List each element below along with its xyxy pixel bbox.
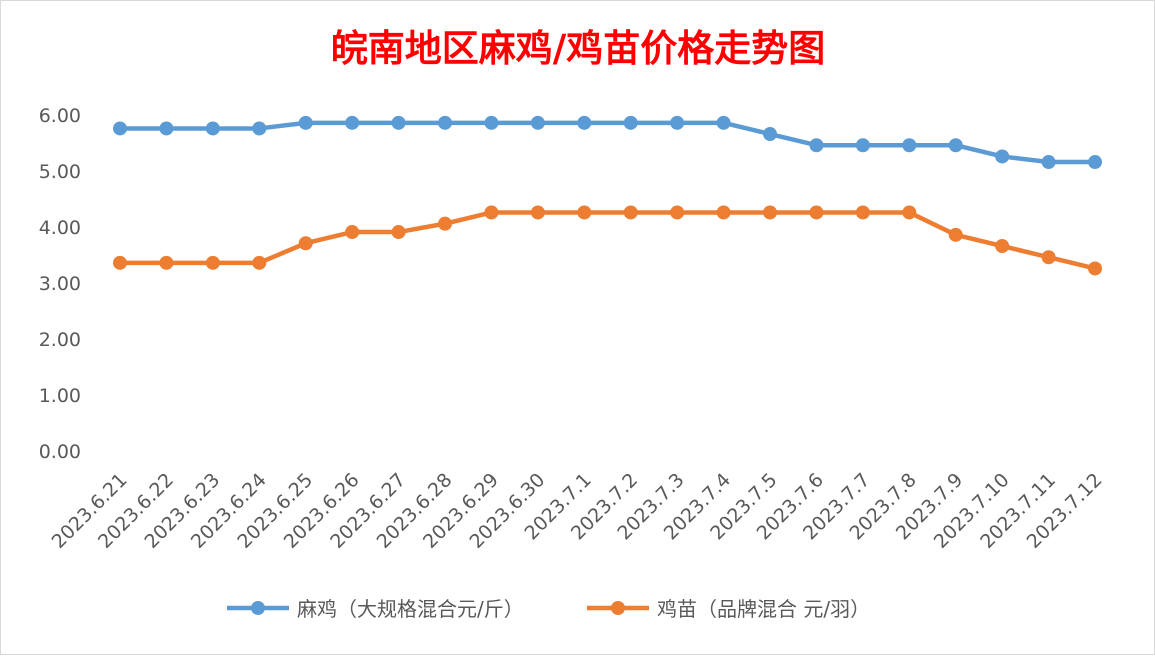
- data-point: [391, 225, 406, 240]
- data-point: [577, 205, 592, 220]
- series-line: [117, 120, 1098, 165]
- data-point: [1041, 250, 1056, 265]
- data-point: [948, 138, 963, 153]
- data-point: [345, 225, 360, 240]
- data-point: [1088, 261, 1103, 276]
- data-point: [1041, 155, 1056, 170]
- data-point: [623, 115, 638, 130]
- data-point: [345, 115, 360, 130]
- data-point: [763, 127, 778, 142]
- data-point: [716, 205, 731, 220]
- y-tick-label: 0.00: [39, 441, 81, 463]
- data-point: [159, 255, 174, 270]
- data-point: [623, 205, 638, 220]
- y-tick-label: 3.00: [39, 273, 81, 295]
- data-point: [205, 121, 220, 136]
- data-point: [902, 138, 917, 153]
- data-point: [855, 138, 870, 153]
- data-point: [995, 149, 1010, 164]
- data-point: [113, 121, 127, 136]
- y-tick-label: 2.00: [39, 329, 81, 351]
- legend-marker: [611, 601, 625, 615]
- data-point: [809, 138, 824, 153]
- data-point: [484, 205, 499, 220]
- data-point: [855, 205, 870, 220]
- data-point: [995, 239, 1010, 254]
- data-point: [530, 205, 545, 220]
- data-point: [298, 236, 313, 251]
- data-point: [298, 115, 313, 130]
- y-tick-label: 6.00: [39, 105, 81, 127]
- x-axis: 2023.6.212023.6.222023.6.232023.6.242023…: [48, 469, 1107, 553]
- data-point: [530, 115, 545, 130]
- legend: 麻鸡（大规格混合元/斤） 鸡苗（品牌混合 元/羽）: [227, 597, 870, 621]
- y-axis: 0.00 1.00 2.00 3.00 4.00 5.00 6.00: [39, 105, 81, 463]
- data-point: [809, 205, 824, 220]
- data-point: [716, 115, 731, 130]
- data-point: [252, 255, 267, 270]
- legend-label: 麻鸡（大规格混合元/斤）: [297, 597, 524, 621]
- y-tick-label: 4.00: [39, 217, 81, 239]
- y-tick-label: 1.00: [39, 385, 81, 407]
- data-point: [391, 115, 406, 130]
- data-point: [159, 121, 174, 136]
- data-point: [670, 205, 685, 220]
- series-line: [117, 210, 1098, 271]
- data-point: [670, 115, 685, 130]
- series-group: [113, 115, 1103, 276]
- legend-label: 鸡苗（品牌混合 元/羽）: [657, 597, 870, 621]
- data-point: [252, 121, 267, 136]
- y-tick-label: 5.00: [39, 161, 81, 183]
- legend-marker: [251, 601, 265, 615]
- data-point: [902, 205, 917, 220]
- data-point: [484, 115, 499, 130]
- data-point: [205, 255, 220, 270]
- data-point: [113, 255, 127, 270]
- data-point: [438, 115, 453, 130]
- chart-title: 皖南地区麻鸡/鸡苗价格走势图: [331, 26, 826, 70]
- data-point: [948, 227, 963, 242]
- data-point: [438, 216, 453, 231]
- data-point: [763, 205, 778, 220]
- data-point: [1088, 155, 1103, 170]
- data-point: [577, 115, 592, 130]
